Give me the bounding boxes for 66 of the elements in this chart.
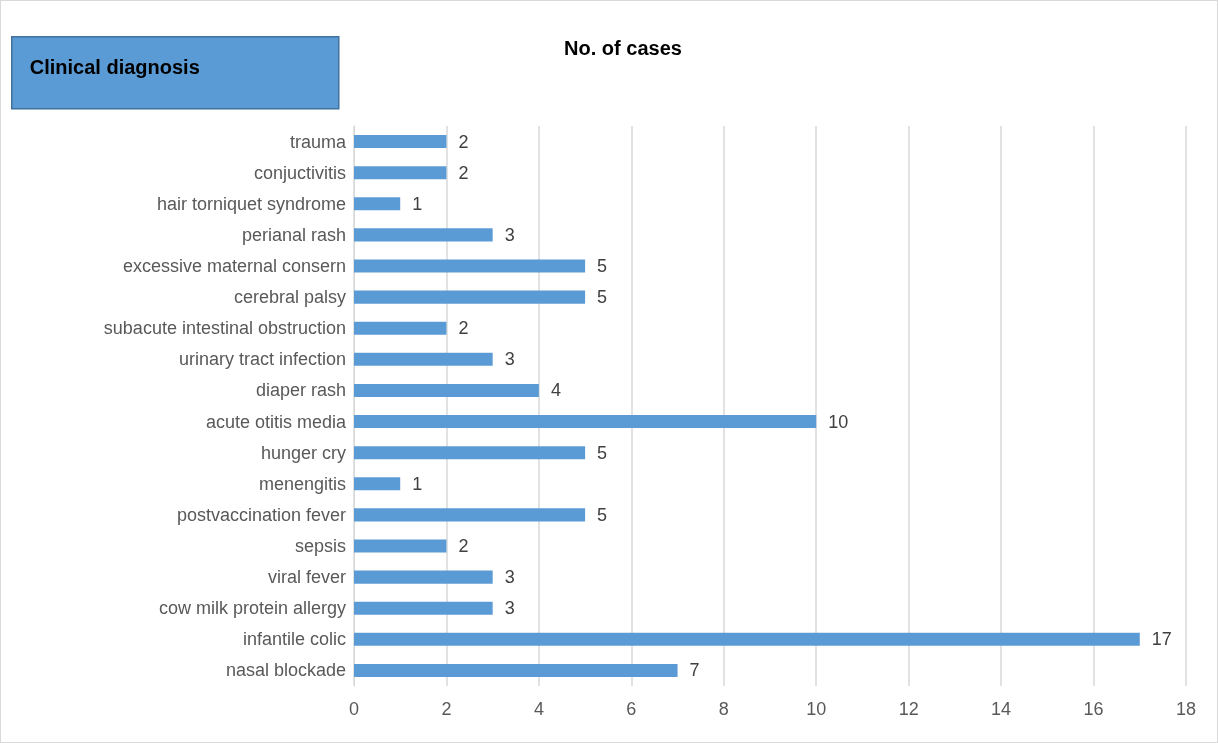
data-label: 5 [597, 256, 608, 276]
bar [354, 197, 401, 211]
data-label: 2 [458, 162, 469, 183]
y-tick-label: sepsis [294, 536, 346, 556]
data-label: 1 [412, 473, 423, 494]
y-tick-label: urinary tract infection [178, 349, 346, 370]
y-tick-label: trauma [289, 131, 347, 152]
bar [354, 352, 493, 366]
bar [354, 228, 493, 242]
bar [354, 259, 586, 273]
x-tick-label: 14 [991, 699, 1012, 719]
y-tick-label: menengitis [258, 473, 346, 494]
chart-title: No. of cases [564, 37, 682, 59]
data-label: 3 [504, 349, 515, 370]
y-tick-label: cow milk protein allergy [158, 598, 346, 619]
data-label: 2 [458, 131, 469, 152]
data-label: 1 [412, 193, 423, 214]
y-tick-label: hunger cry [260, 442, 346, 463]
data-label: 7 [689, 660, 700, 681]
y-tick-label: acute otitis media [205, 411, 347, 432]
x-tick-label: 6 [626, 699, 637, 719]
data-label: 3 [504, 567, 515, 588]
x-tick-label: 4 [533, 699, 544, 719]
y-tick-label: infantile colic [242, 629, 346, 650]
y-tick-label: hair torniquet syndrome [156, 193, 346, 214]
x-tick-label: 10 [806, 699, 827, 719]
x-tick-label: 8 [718, 699, 729, 719]
bar [354, 446, 586, 460]
bar [354, 663, 678, 677]
bar [354, 166, 447, 180]
y-tick-label: excessive maternal consern [122, 256, 346, 276]
bar [354, 601, 493, 615]
y-tick-label: postvaccination fever [176, 504, 346, 525]
data-label: 17 [1151, 629, 1172, 650]
data-label: 3 [504, 224, 515, 245]
x-tick-label: 2 [441, 699, 452, 719]
bar [354, 632, 1140, 646]
bar [354, 508, 586, 522]
bar [354, 290, 586, 304]
bar [354, 135, 447, 149]
data-label: 4 [550, 380, 561, 401]
data-label: 5 [597, 504, 608, 525]
bar [354, 539, 447, 553]
bar [354, 383, 539, 397]
y-tick-label: subacute intestinal obstruction [103, 318, 346, 339]
data-label: 2 [458, 318, 469, 339]
y-tick-label: diaper rash [255, 380, 346, 401]
x-tick-label: 12 [898, 699, 919, 719]
data-label: 3 [504, 598, 515, 619]
x-tick-label: 0 [348, 699, 360, 719]
y-tick-label: perianal rash [241, 224, 346, 245]
bar [354, 570, 493, 584]
bar [354, 415, 817, 429]
y-axis-title: Clinical diagnosis [29, 55, 200, 78]
x-tick-label: 18 [1175, 699, 1197, 719]
y-tick-label: cerebral palsy [233, 287, 346, 308]
data-label: 10 [828, 411, 849, 432]
data-label: 5 [597, 442, 608, 463]
y-tick-label: nasal blockade [225, 660, 346, 681]
x-tick-label: 16 [1083, 699, 1104, 719]
y-tick-label: viral fever [267, 567, 346, 588]
data-label: 5 [597, 287, 608, 308]
bar [354, 477, 401, 491]
data-label: 2 [458, 536, 469, 556]
y-tick-label: conjuctivitis [253, 162, 346, 183]
bar [354, 321, 447, 335]
